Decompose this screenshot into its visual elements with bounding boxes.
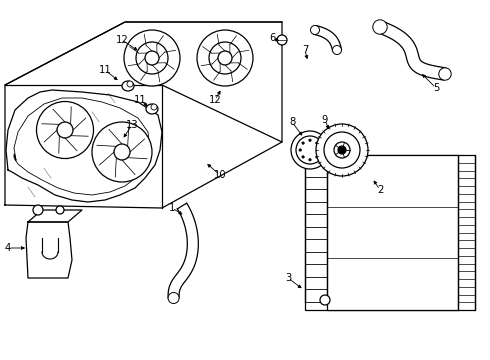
- Text: 13: 13: [126, 120, 138, 130]
- Ellipse shape: [146, 104, 158, 114]
- Circle shape: [316, 124, 368, 176]
- Bar: [305, 155, 475, 310]
- Text: 9: 9: [322, 115, 328, 125]
- Text: 12: 12: [116, 35, 128, 45]
- Circle shape: [373, 20, 387, 34]
- Circle shape: [136, 42, 168, 74]
- Circle shape: [318, 149, 321, 151]
- Circle shape: [311, 26, 319, 35]
- Circle shape: [56, 206, 64, 214]
- Text: 6: 6: [269, 33, 275, 43]
- Circle shape: [302, 142, 304, 144]
- Circle shape: [333, 45, 342, 54]
- Circle shape: [299, 149, 301, 151]
- Text: 12: 12: [209, 95, 221, 105]
- Circle shape: [277, 35, 287, 45]
- Text: 11: 11: [98, 65, 111, 75]
- Text: 4: 4: [5, 243, 11, 253]
- Circle shape: [439, 68, 451, 80]
- Circle shape: [57, 122, 73, 138]
- Circle shape: [168, 292, 179, 303]
- Circle shape: [218, 51, 232, 65]
- Circle shape: [151, 104, 157, 110]
- Text: 8: 8: [289, 117, 295, 127]
- Circle shape: [145, 51, 159, 65]
- Circle shape: [316, 156, 318, 158]
- Text: 1: 1: [169, 203, 175, 213]
- Text: 7: 7: [302, 45, 308, 55]
- Text: 10: 10: [214, 170, 226, 180]
- Circle shape: [36, 102, 94, 158]
- Circle shape: [127, 81, 133, 87]
- Text: 2: 2: [377, 185, 383, 195]
- Polygon shape: [26, 222, 72, 278]
- Circle shape: [316, 142, 318, 144]
- Ellipse shape: [122, 81, 134, 91]
- Circle shape: [324, 132, 360, 168]
- Circle shape: [302, 156, 304, 158]
- Polygon shape: [28, 210, 82, 222]
- Circle shape: [124, 30, 180, 86]
- Circle shape: [92, 122, 152, 182]
- Bar: [327, 155, 458, 310]
- Circle shape: [296, 136, 324, 164]
- Circle shape: [197, 30, 253, 86]
- Circle shape: [309, 139, 311, 141]
- Circle shape: [291, 131, 329, 169]
- Circle shape: [320, 295, 330, 305]
- Circle shape: [334, 142, 350, 158]
- Circle shape: [33, 205, 43, 215]
- Text: 11: 11: [134, 95, 147, 105]
- Text: 3: 3: [285, 273, 291, 283]
- Text: 5: 5: [433, 83, 439, 93]
- Circle shape: [114, 144, 130, 160]
- Circle shape: [338, 146, 346, 154]
- Circle shape: [209, 42, 241, 74]
- Circle shape: [309, 159, 311, 161]
